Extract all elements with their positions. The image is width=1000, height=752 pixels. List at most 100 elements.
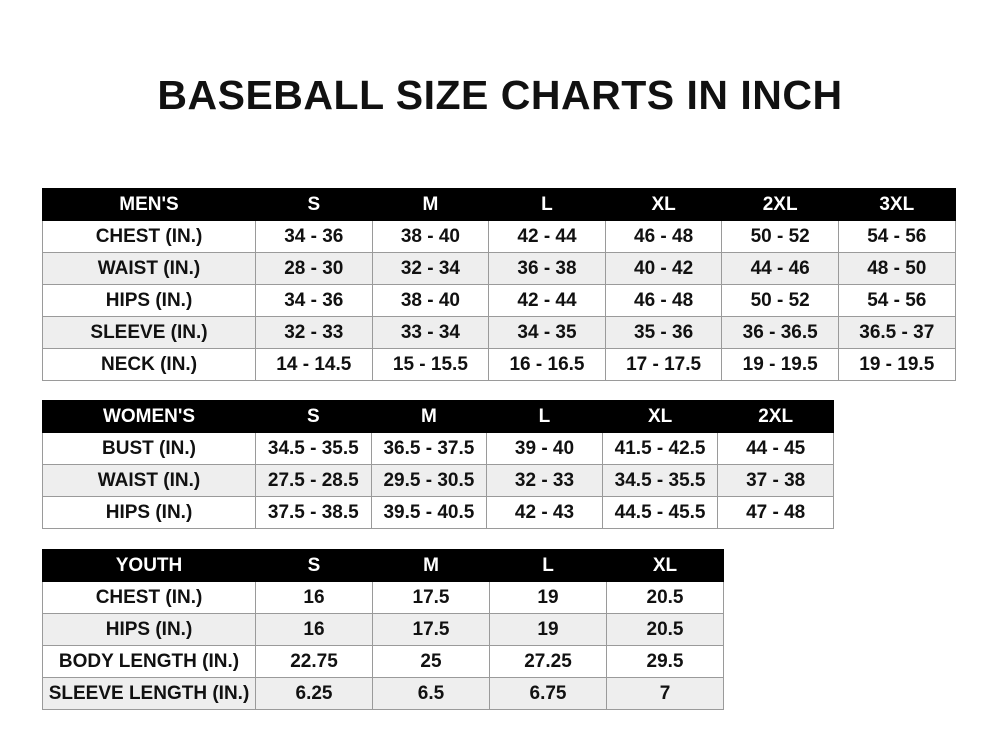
mens-measurement-cell: 54 - 56 (837, 284, 956, 317)
mens-measurement-cell: 15 - 15.5 (371, 348, 490, 381)
youth-measurement-cell: 16 (255, 581, 373, 614)
womens-measurement-cell: 41.5 - 42.5 (601, 432, 719, 465)
womens-measurement-cell: 47 - 48 (717, 496, 834, 529)
mens-measurement-cell: 34 - 35 (488, 316, 606, 349)
mens-measurement-cell: 34 - 36 (255, 220, 373, 253)
womens-measurement-cell: 37.5 - 38.5 (255, 496, 372, 529)
youth-measurement-cell: 25 (372, 645, 490, 678)
womens-table-head: WOMEN'S S M L XL 2XL (42, 400, 834, 433)
youth-measurement-cell: 16 (255, 613, 373, 646)
mens-category-label: MEN'S (42, 188, 256, 221)
mens-measurement-cell: 38 - 40 (371, 220, 490, 253)
youth-measurement-cell: 6.75 (489, 677, 607, 710)
mens-measurement-cell: 50 - 52 (721, 220, 839, 253)
womens-row-label: WAIST (IN.) (42, 464, 256, 497)
table-row: NECK (IN.) 14 - 14.5 15 - 15.5 16 - 16.5 17 … (42, 348, 956, 381)
youth-header-row: YOUTH S M L XL (42, 549, 724, 582)
youth-measurement-cell: 17.5 (372, 613, 490, 646)
mens-measurement-cell: 19 - 19.5 (721, 348, 839, 381)
mens-header-row: MEN'S S M L XL 2XL 3XL (42, 188, 956, 221)
mens-measurement-cell: 17 - 17.5 (604, 348, 723, 381)
table-row: WAIST (IN.) 27.5 - 28.5 29.5 - 30.5 32 - 33… (42, 464, 834, 497)
womens-row-label: HIPS (IN.) (42, 496, 256, 529)
mens-measurement-cell: 42 - 44 (488, 284, 606, 317)
mens-row-label: NECK (IN.) (42, 348, 256, 381)
mens-measurement-cell: 42 - 44 (488, 220, 606, 253)
youth-size-table: YOUTH S M L XL CHEST (IN.) 16 17.5 19 20.5 HIPS (… (42, 549, 724, 710)
youth-measurement-cell: 7 (606, 677, 724, 710)
youth-measurement-cell: 29.5 (606, 645, 724, 678)
womens-measurement-cell: 34.5 - 35.5 (255, 432, 372, 465)
mens-row-label: CHEST (IN.) (42, 220, 256, 253)
womens-size-header-2xl: 2XL (717, 400, 834, 433)
mens-measurement-cell: 35 - 36 (604, 316, 723, 349)
table-row: BUST (IN.) 34.5 - 35.5 36.5 - 37.5 39 - 40 4… (42, 432, 834, 465)
youth-size-header-l: L (489, 549, 607, 582)
mens-measurement-cell: 32 - 34 (371, 252, 490, 285)
youth-measurement-cell: 20.5 (606, 613, 724, 646)
womens-measurement-cell: 36.5 - 37.5 (370, 432, 488, 465)
youth-size-header-s: S (255, 549, 373, 582)
mens-row-label: HIPS (IN.) (42, 284, 256, 317)
youth-table-head: YOUTH S M L XL (42, 549, 724, 582)
youth-size-header-m: M (372, 549, 490, 582)
mens-size-header-m: M (371, 188, 490, 221)
table-row: HIPS (IN.) 34 - 36 38 - 40 42 - 44 46 - 48 50… (42, 284, 956, 317)
mens-measurement-cell: 46 - 48 (604, 284, 723, 317)
youth-row-label: BODY LENGTH (IN.) (42, 645, 256, 678)
womens-category-label: WOMEN'S (42, 400, 256, 433)
mens-table-head: MEN'S S M L XL 2XL 3XL (42, 188, 956, 221)
table-row: HIPS (IN.) 16 17.5 19 20.5 (42, 613, 724, 646)
womens-measurement-cell: 34.5 - 35.5 (601, 464, 719, 497)
youth-category-label: YOUTH (42, 549, 256, 582)
youth-measurement-cell: 6.5 (372, 677, 490, 710)
womens-table-body: BUST (IN.) 34.5 - 35.5 36.5 - 37.5 39 - 40 4… (42, 432, 834, 529)
mens-measurement-cell: 38 - 40 (371, 284, 490, 317)
womens-size-table: WOMEN'S S M L XL 2XL BUST (IN.) 34.5 - 35.5 36.… (42, 400, 834, 529)
youth-row-label: HIPS (IN.) (42, 613, 256, 646)
womens-header-row: WOMEN'S S M L XL 2XL (42, 400, 834, 433)
mens-measurement-cell: 33 - 34 (371, 316, 490, 349)
mens-measurement-cell: 40 - 42 (604, 252, 723, 285)
womens-size-header-l: L (486, 400, 603, 433)
youth-size-header-xl: XL (606, 549, 724, 582)
youth-measurement-cell: 19 (489, 581, 607, 614)
table-row: HIPS (IN.) 37.5 - 38.5 39.5 - 40.5 42 - 43 4… (42, 496, 834, 529)
mens-measurement-cell: 36.5 - 37 (837, 316, 956, 349)
mens-measurement-cell: 34 - 36 (255, 284, 373, 317)
womens-measurement-cell: 39.5 - 40.5 (370, 496, 488, 529)
mens-measurement-cell: 36 - 36.5 (721, 316, 839, 349)
mens-size-header-xl: XL (604, 188, 723, 221)
youth-table-body: CHEST (IN.) 16 17.5 19 20.5 HIPS (IN.) 16 17.5 1… (42, 581, 724, 710)
mens-size-header-2xl: 2XL (721, 188, 839, 221)
youth-row-label: SLEEVE LENGTH (IN.) (42, 677, 256, 710)
youth-measurement-cell: 20.5 (606, 581, 724, 614)
youth-measurement-cell: 6.25 (255, 677, 373, 710)
womens-measurement-cell: 32 - 33 (486, 464, 603, 497)
table-row: WAIST (IN.) 28 - 30 32 - 34 36 - 38 40 - 42 4… (42, 252, 956, 285)
womens-measurement-cell: 29.5 - 30.5 (370, 464, 488, 497)
youth-measurement-cell: 17.5 (372, 581, 490, 614)
mens-measurement-cell: 19 - 19.5 (837, 348, 956, 381)
mens-size-header-l: L (488, 188, 606, 221)
mens-row-label: WAIST (IN.) (42, 252, 256, 285)
womens-size-header-xl: XL (601, 400, 719, 433)
womens-measurement-cell: 39 - 40 (486, 432, 603, 465)
mens-measurement-cell: 50 - 52 (721, 284, 839, 317)
womens-size-header-s: S (255, 400, 372, 433)
womens-measurement-cell: 37 - 38 (717, 464, 834, 497)
mens-measurement-cell: 54 - 56 (837, 220, 956, 253)
womens-measurement-cell: 44.5 - 45.5 (601, 496, 719, 529)
mens-measurement-cell: 32 - 33 (255, 316, 373, 349)
table-row: BODY LENGTH (IN.) 22.75 25 27.25 29.5 (42, 645, 724, 678)
youth-measurement-cell: 27.25 (489, 645, 607, 678)
womens-measurement-cell: 42 - 43 (486, 496, 603, 529)
table-row: SLEEVE (IN.) 32 - 33 33 - 34 34 - 35 35 - 36… (42, 316, 956, 349)
mens-size-header-s: S (255, 188, 373, 221)
youth-measurement-cell: 22.75 (255, 645, 373, 678)
table-row: CHEST (IN.) 34 - 36 38 - 40 42 - 44 46 - 48 5… (42, 220, 956, 253)
mens-row-label: SLEEVE (IN.) (42, 316, 256, 349)
mens-measurement-cell: 16 - 16.5 (488, 348, 606, 381)
mens-measurement-cell: 36 - 38 (488, 252, 606, 285)
